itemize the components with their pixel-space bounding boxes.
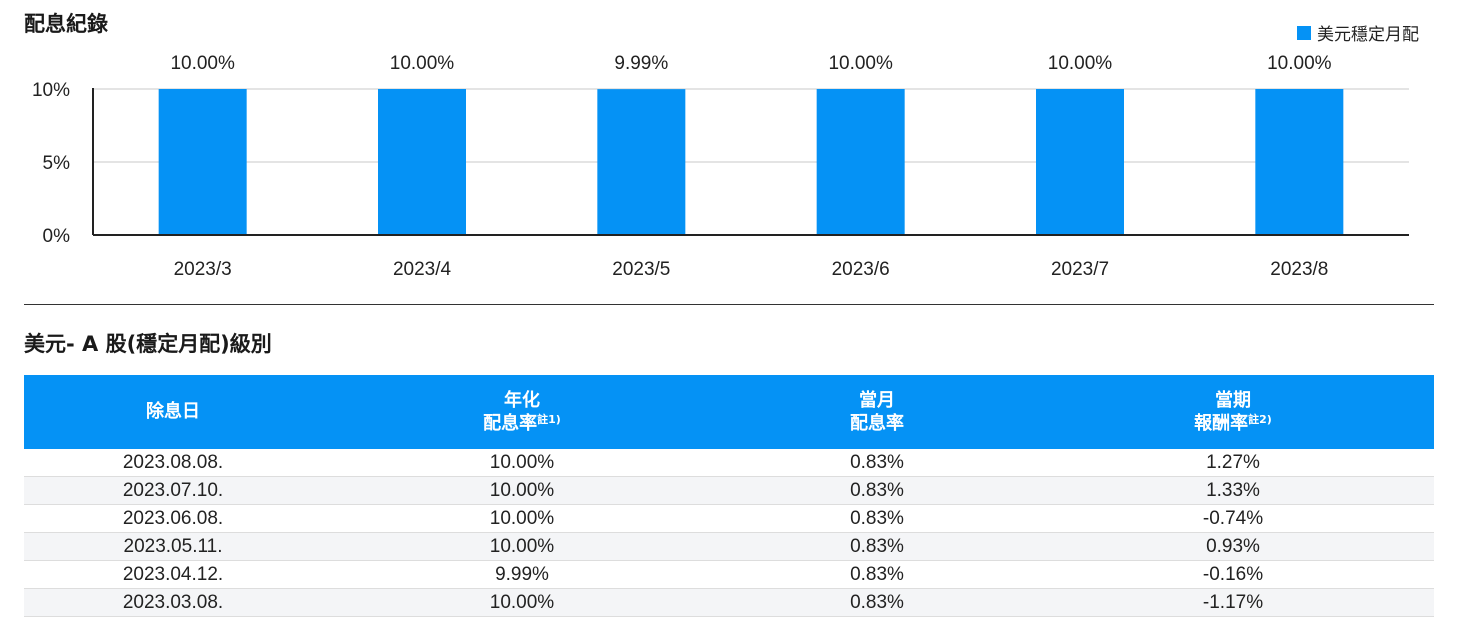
annualized-yield-cell: 10.00% <box>322 532 722 561</box>
table-title: 美元- A 股(穩定月配)級別 <box>24 332 272 356</box>
x-tick-label: 2023/4 <box>393 259 452 280</box>
bar-value-label: 10.00% <box>828 53 893 74</box>
note-2-marker: 註2) <box>1248 413 1272 426</box>
table-row: 2023.03.08. 10.00% 0.83% -1.17% <box>24 588 1434 617</box>
table-row: 2023.05.11. 10.00% 0.83% 0.93% <box>24 532 1434 561</box>
legend-swatch <box>1297 25 1311 40</box>
section-divider <box>24 304 1434 305</box>
legend-label: 美元穩定月配 <box>1317 25 1419 45</box>
ex-dividend-date-cell: 2023.04.12. <box>24 560 322 589</box>
period-return-cell: 0.93% <box>1032 532 1434 561</box>
table-row: 2023.04.12. 9.99% 0.83% -0.16% <box>24 560 1434 589</box>
bar <box>1255 89 1344 235</box>
annualized-yield-cell: 10.00% <box>322 476 722 505</box>
bar <box>597 89 686 235</box>
header-period-return: 當期 報酬率註2) <box>1032 375 1434 449</box>
table-row: 2023.06.08. 10.00% 0.83% -0.74% <box>24 504 1434 533</box>
monthly-yield-cell: 0.83% <box>722 560 1032 589</box>
bar <box>816 89 905 235</box>
table-row: 2023.08.08. 10.00% 0.83% 1.27% <box>24 449 1434 477</box>
header-monthly-yield: 當月 配息率 <box>722 375 1032 449</box>
period-return-cell: -0.16% <box>1032 560 1434 589</box>
table-header-row: 除息日 年化 配息率註1) 當月 配息率 當期 報酬率註2) <box>24 375 1434 449</box>
bar-value-label: 10.00% <box>1048 53 1113 74</box>
monthly-yield-cell: 0.83% <box>722 476 1032 505</box>
annualized-yield-cell: 10.00% <box>322 449 722 477</box>
ex-dividend-date-cell: 2023.07.10. <box>24 476 322 505</box>
ex-dividend-date-cell: 2023.03.08. <box>24 588 322 617</box>
note-1-marker: 註1) <box>537 413 561 426</box>
ex-dividend-date-cell: 2023.08.08. <box>24 449 322 477</box>
monthly-yield-cell: 0.83% <box>722 532 1032 561</box>
bar-value-label: 10.00% <box>390 53 455 74</box>
bar-value-label: 10.00% <box>1267 53 1332 74</box>
monthly-yield-cell: 0.83% <box>722 588 1032 617</box>
header-annualized-yield: 年化 配息率註1) <box>322 375 722 449</box>
x-tick-label: 2023/5 <box>612 259 670 280</box>
period-return-cell: -0.74% <box>1032 504 1434 533</box>
distribution-table: 除息日 年化 配息率註1) 當月 配息率 當期 報酬率註2) 2023.08.0… <box>24 375 1434 617</box>
header-ex-dividend-date: 除息日 <box>24 375 322 449</box>
y-tick-label: 0% <box>43 226 71 247</box>
annualized-yield-cell: 9.99% <box>322 560 722 589</box>
bar-chart: 0% 5% 10% 10.00% 2023/3 10.00% 2023/4 9.99% 2023… <box>32 53 1409 280</box>
table-row: 2023.07.10. 10.00% 0.83% 1.33% <box>24 476 1434 505</box>
annualized-yield-cell: 10.00% <box>322 504 722 533</box>
y-tick-label: 5% <box>43 153 71 174</box>
period-return-cell: 1.33% <box>1032 476 1434 505</box>
x-tick-label: 2023/7 <box>1051 259 1109 280</box>
annualized-yield-cell: 10.00% <box>322 588 722 617</box>
period-return-cell: -1.17% <box>1032 588 1434 617</box>
bar <box>158 89 247 235</box>
y-tick-label: 10% <box>32 80 70 101</box>
monthly-yield-cell: 0.83% <box>722 504 1032 533</box>
table-body: 2023.08.08. 10.00% 0.83% 1.27% 2023.07.10. 10… <box>24 449 1434 617</box>
bar <box>378 89 466 235</box>
ex-dividend-date-cell: 2023.06.08. <box>24 504 322 533</box>
x-tick-label: 2023/3 <box>174 259 232 280</box>
x-tick-label: 2023/6 <box>832 259 890 280</box>
bar <box>1036 89 1124 235</box>
x-tick-label: 2023/8 <box>1270 259 1328 280</box>
period-return-cell: 1.27% <box>1032 449 1434 477</box>
bar-value-label: 10.00% <box>170 53 235 74</box>
chart-legend: 美元穩定月配 <box>1297 20 1419 45</box>
ex-dividend-date-cell: 2023.05.11. <box>24 532 322 561</box>
bar-value-label: 9.99% <box>614 53 668 74</box>
monthly-yield-cell: 0.83% <box>722 449 1032 477</box>
chart-title: 配息紀錄 <box>24 12 108 36</box>
